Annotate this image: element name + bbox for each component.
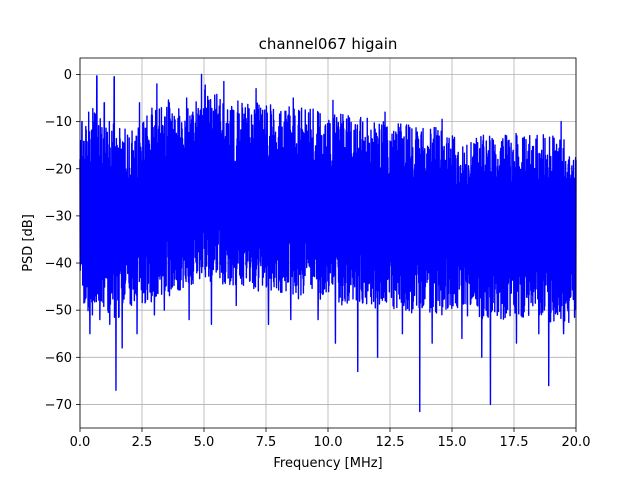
x-tick-label: 17.5 [500, 435, 529, 450]
y-tick-label: −40 [45, 257, 72, 272]
y-tick-label: −70 [45, 398, 72, 413]
x-tick-label: 7.5 [256, 435, 277, 450]
x-tick-label: 12.5 [376, 435, 405, 450]
y-tick-label: −20 [45, 162, 72, 177]
x-tick-label: 20.0 [562, 435, 591, 450]
chart-title: channel067 higain [259, 35, 398, 53]
y-tick-label: 0 [64, 68, 72, 83]
y-axis-label: PSD [dB] [21, 214, 36, 272]
x-tick-label: 2.5 [132, 435, 153, 450]
x-tick-label: 5.0 [194, 435, 215, 450]
x-tick-label: 0.0 [70, 435, 91, 450]
y-tick-label: −10 [45, 115, 72, 130]
y-tick-label: −60 [45, 351, 72, 366]
plot-frame [79, 57, 577, 429]
y-tick-label: −50 [45, 304, 72, 319]
series-layer [79, 73, 577, 413]
x-axis-label: Frequency [MHz] [273, 456, 382, 471]
psd-series-line [79, 73, 577, 413]
y-tick-label: −30 [45, 209, 72, 224]
ticks: 0.0 2.5 5.0 7.5 10.0 12.5 15.0 17.5 20.0 0 −10 −20 −… [45, 68, 591, 450]
x-tick-label: 10.0 [314, 435, 343, 450]
x-tick-label: 15.0 [438, 435, 467, 450]
